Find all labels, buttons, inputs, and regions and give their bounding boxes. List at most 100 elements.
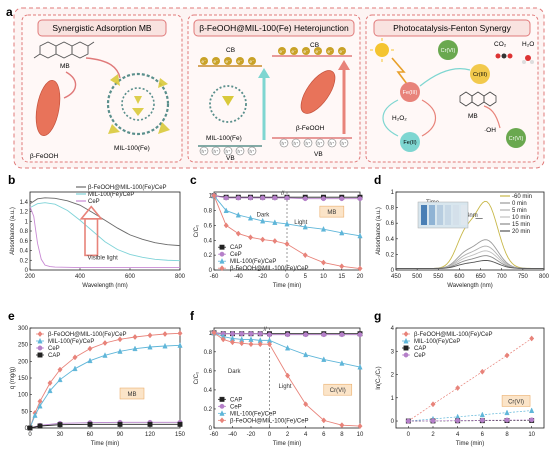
hole-icon: [303, 138, 313, 148]
panel-label-e: e: [8, 309, 15, 323]
panel-label-b: b: [8, 173, 15, 187]
chart-panel-d: d 450 500 550 600 650 700 750 800 0 0.2 0.4 0.6 0.8 1 W…: [374, 173, 550, 289]
x-axis-label: Time (min): [273, 283, 301, 289]
adsorption-box: [21, 14, 183, 163]
data-point: [211, 192, 217, 199]
fit-line: [408, 419, 532, 422]
data-point: [430, 418, 436, 424]
cr-reduction-arrow: [419, 67, 471, 87]
legend-marker: [219, 396, 225, 402]
series-line: [29, 197, 181, 247]
data-point: [257, 341, 263, 348]
hole-symbol: h⁺: [342, 141, 348, 146]
legend-entry: CeP: [88, 199, 100, 205]
dark-label: Dark: [257, 213, 271, 219]
y-tick-label: 300: [18, 326, 29, 332]
data-point: [72, 354, 78, 361]
x-tick-label: 20: [357, 274, 364, 280]
mb-to-mof-arrow: [85, 57, 121, 79]
x-tick-label: 700: [497, 274, 508, 280]
data-point: [177, 342, 183, 348]
hole-icon: [211, 146, 221, 156]
synergy-title-tab: [373, 19, 531, 37]
electron-symbol: e⁻: [214, 59, 220, 64]
y-tick-label: 0: [25, 268, 29, 274]
electron-icon: [326, 47, 334, 55]
fe3-circle: [400, 82, 420, 102]
data-point: [247, 214, 254, 221]
cr6-tag-g-label: Cr(VI): [508, 399, 524, 405]
data-point: [302, 223, 308, 230]
hole-symbol: h⁺: [318, 141, 324, 146]
y-tick-label: 4: [391, 326, 395, 332]
x-tick-label: 6: [481, 432, 485, 438]
mb-label-box3: MB: [468, 113, 478, 120]
data-point: [302, 252, 308, 259]
plot-frame: [395, 327, 545, 429]
data-point: [37, 423, 43, 429]
feooh-particle: [35, 80, 61, 136]
legend-marker: [219, 244, 225, 250]
feooh-label-2: β-FeOOH: [296, 125, 325, 132]
vb-holes: h⁺ h⁺ h⁺ h⁺ h⁺ h⁺ h⁺ h⁺ h⁺ h⁺ h⁺: [199, 138, 349, 156]
y-tick-label: 250: [18, 343, 29, 349]
legend-marker: [219, 257, 225, 264]
data-point: [248, 341, 254, 348]
y-axis-label: C/C₀: [194, 224, 200, 237]
data-point: [357, 363, 363, 370]
oh-attack-arrow: [483, 105, 501, 129]
y-axis-label: q (mg/g): [10, 367, 16, 389]
x-tick-label: -20: [247, 432, 256, 438]
dark-label-f: Dark: [228, 369, 242, 375]
y-tick-label: 0.4: [386, 237, 395, 243]
x-tick-label: 5: [304, 274, 308, 280]
data-point: [32, 412, 38, 418]
axis-break-mark: //: [263, 327, 267, 333]
data-point: [247, 234, 254, 241]
mil100-cage-icon: [106, 72, 170, 136]
electron-icon: [278, 47, 286, 55]
electron-symbol: e⁻: [316, 49, 322, 54]
x-tick-label: 0: [268, 432, 272, 438]
x-tick-label: 450: [391, 274, 402, 280]
data-point: [430, 401, 436, 408]
data-point: [529, 407, 535, 414]
electron-icon: [290, 47, 298, 55]
panel-label-f: f: [190, 309, 195, 323]
legend-marker: [219, 251, 225, 257]
y-tick-label: 3: [391, 349, 395, 355]
hole-symbol: h⁺: [330, 141, 336, 146]
legend-marker: [219, 403, 225, 409]
data-point: [260, 195, 266, 201]
data-point: [284, 344, 291, 351]
x-tick-label: -60: [210, 274, 219, 280]
y-tick-label: 0.4: [204, 238, 213, 244]
data-point: [102, 352, 108, 358]
feooh-particle-2: [300, 70, 336, 114]
y-tick-label: 0.4: [20, 249, 29, 255]
cr6-label-bottom: Cr(VI): [509, 136, 524, 142]
legend-marker: [219, 410, 225, 416]
data-point: [320, 259, 327, 266]
data-point: [272, 219, 278, 225]
data-point: [117, 421, 123, 427]
mil-cage-node: [222, 96, 234, 106]
data-point: [321, 196, 326, 202]
x-tick-label: 600: [454, 274, 465, 280]
y-tick-label: 50: [21, 409, 28, 415]
legend-entry: CeP: [230, 404, 242, 410]
fe-cycle-arrow-left: [382, 99, 399, 137]
light-label: Light: [294, 220, 307, 226]
x-tick-label: -40: [228, 432, 237, 438]
y-tick-label: 0.8: [204, 350, 213, 356]
data-point: [211, 329, 217, 336]
legend-entry: 10 min: [512, 215, 530, 221]
cr6-circle-bottom: [506, 128, 526, 148]
y-tick-label: 1: [391, 396, 395, 402]
light-label-f: Light: [279, 384, 292, 390]
x-tick-label: -20: [258, 274, 267, 280]
x-tick-label: 0: [407, 432, 411, 438]
data-point: [405, 418, 411, 424]
x-axis-label: Time (min): [273, 441, 301, 447]
legend-entry: β-FeOOH@MIL-100(Fe)/CeP: [48, 332, 127, 338]
